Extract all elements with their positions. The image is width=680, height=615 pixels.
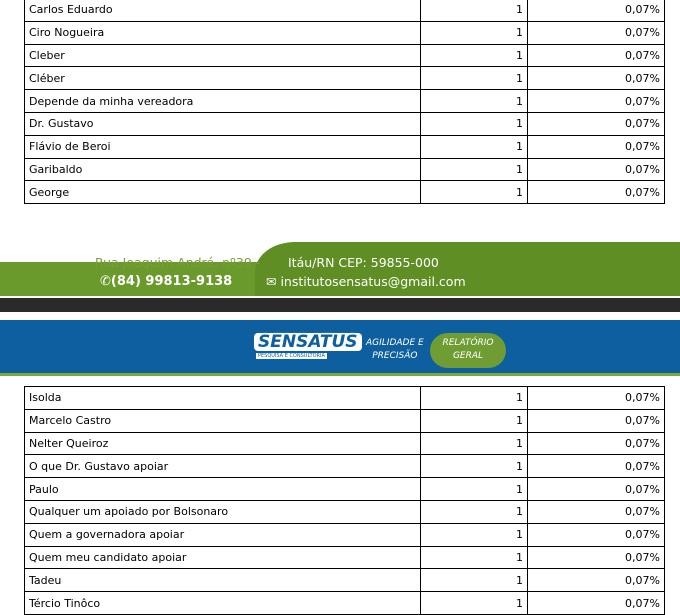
vote-percent: 0,07% <box>527 522 665 547</box>
candidate-name: Flávio de Beroi <box>24 134 421 159</box>
footer-phone: ✆(84) 99813-9138 <box>100 274 233 289</box>
footer-band <box>0 240 680 296</box>
vote-count: 1 <box>420 545 528 570</box>
vote-percent: 0,07% <box>527 157 665 182</box>
vote-count: 1 <box>420 522 528 547</box>
table-row: Depende da minha vereadora 1 0,07% <box>24 89 665 113</box>
vote-count: 1 <box>420 454 528 479</box>
table-row: Quem a governadora apoiar 1 0,07% <box>24 522 665 547</box>
table-row: Marcelo Castro 1 0,07% <box>24 408 665 433</box>
vote-percent: 0,07% <box>527 408 665 433</box>
footer-email: ✉ institutosensatus@gmail.com <box>266 274 466 289</box>
vote-percent: 0,07% <box>527 545 665 570</box>
table-row: Tadeu 1 0,07% <box>24 568 665 593</box>
candidate-name: Isolda <box>24 386 421 410</box>
vote-count: 1 <box>420 408 528 433</box>
results-table-top: Carlos Eduardo 1 0,07% Ciro Nogueira 1 0,07% C… <box>24 0 665 205</box>
vote-count: 1 <box>420 111 528 136</box>
vote-count: 1 <box>420 591 528 615</box>
vote-count: 1 <box>420 180 528 205</box>
vote-percent: 0,07% <box>527 180 665 205</box>
candidate-name: Carlos Eduardo <box>24 0 421 22</box>
candidate-name: O que Dr. Gustavo apoiar <box>24 454 421 479</box>
footer-address-street: Rua Joaquim André, nº39 - <box>95 255 261 270</box>
vote-percent: 0,07% <box>527 111 665 136</box>
table-row: Nelter Queiroz 1 0,07% <box>24 431 665 456</box>
vote-percent: 0,07% <box>527 20 665 45</box>
vote-percent: 0,07% <box>527 431 665 456</box>
vote-percent: 0,07% <box>527 43 665 68</box>
vote-count: 1 <box>420 386 528 410</box>
candidate-name: Qualquer um apoiado por Bolsonaro <box>24 499 421 524</box>
candidate-name: Quem a governadora apoiar <box>24 522 421 547</box>
mail-icon: ✉ <box>266 274 281 289</box>
vote-count: 1 <box>420 0 528 22</box>
candidate-name: Quem meu candidato apoiar <box>24 545 421 570</box>
table-row: Cléber 1 0,07% <box>24 66 665 91</box>
vote-percent: 0,07% <box>527 591 665 615</box>
candidate-name: Garibaldo <box>24 157 421 182</box>
table-row: Tércio Tinôco 1 0,07% <box>24 591 665 615</box>
candidate-name: Depende da minha vereadora <box>24 89 421 113</box>
table-row: Isolda 1 0,07% <box>24 386 665 410</box>
candidate-name: Ciro Nogueira <box>24 20 421 45</box>
vote-count: 1 <box>420 43 528 68</box>
candidate-name: Cleber <box>24 43 421 68</box>
vote-percent: 0,07% <box>527 386 665 410</box>
table-row: Quem meu candidato apoiar 1 0,07% <box>24 545 665 570</box>
vote-count: 1 <box>420 568 528 593</box>
table-row: Carlos Eduardo 1 0,07% <box>24 0 665 22</box>
vote-percent: 0,07% <box>527 568 665 593</box>
sensatus-logo: SENSATUS <box>254 333 362 351</box>
logo-subtitle: PESQUISA E CONSULTORIA <box>256 353 327 359</box>
table-row: Qualquer um apoiado por Bolsonaro 1 0,07% <box>24 499 665 524</box>
slogan: AGILIDADE E PRECISÃO <box>366 338 424 361</box>
candidate-name: Paulo <box>24 477 421 501</box>
candidate-name: Nelter Queiroz <box>24 431 421 456</box>
report-badge: RELATÓRIO GERAL <box>430 333 506 368</box>
table-row: Dr. Gustavo 1 0,07% <box>24 111 665 136</box>
vote-percent: 0,07% <box>527 454 665 479</box>
candidate-name: Dr. Gustavo <box>24 111 421 136</box>
vote-count: 1 <box>420 89 528 113</box>
results-table-bottom: Isolda 1 0,07% Marcelo Castro 1 0,07% Nelter Q… <box>24 386 665 615</box>
vote-percent: 0,07% <box>527 0 665 22</box>
table-row: Cleber 1 0,07% <box>24 43 665 68</box>
vote-percent: 0,07% <box>527 477 665 501</box>
vote-count: 1 <box>420 20 528 45</box>
candidate-name: Tadeu <box>24 568 421 593</box>
candidate-name: Tércio Tinôco <box>24 591 421 615</box>
table-row: Flávio de Beroi 1 0,07% <box>24 134 665 159</box>
table-row: O que Dr. Gustavo apoiar 1 0,07% <box>24 454 665 479</box>
vote-percent: 0,07% <box>527 499 665 524</box>
candidate-name: Marcelo Castro <box>24 408 421 433</box>
footer-address-city: Itáu/RN CEP: 59855-000 <box>288 255 439 270</box>
page-divider <box>0 298 680 312</box>
vote-count: 1 <box>420 477 528 501</box>
whatsapp-icon: ✆ <box>100 274 111 289</box>
table-row: Garibaldo 1 0,07% <box>24 157 665 182</box>
vote-percent: 0,07% <box>527 66 665 91</box>
candidate-name: George <box>24 180 421 205</box>
table-row: Paulo 1 0,07% <box>24 477 665 501</box>
vote-percent: 0,07% <box>527 134 665 159</box>
table-row: George 1 0,07% <box>24 180 665 205</box>
vote-count: 1 <box>420 431 528 456</box>
vote-percent: 0,07% <box>527 89 665 113</box>
vote-count: 1 <box>420 157 528 182</box>
vote-count: 1 <box>420 66 528 91</box>
vote-count: 1 <box>420 499 528 524</box>
vote-count: 1 <box>420 134 528 159</box>
candidate-name: Cléber <box>24 66 421 91</box>
table-row: Ciro Nogueira 1 0,07% <box>24 20 665 45</box>
